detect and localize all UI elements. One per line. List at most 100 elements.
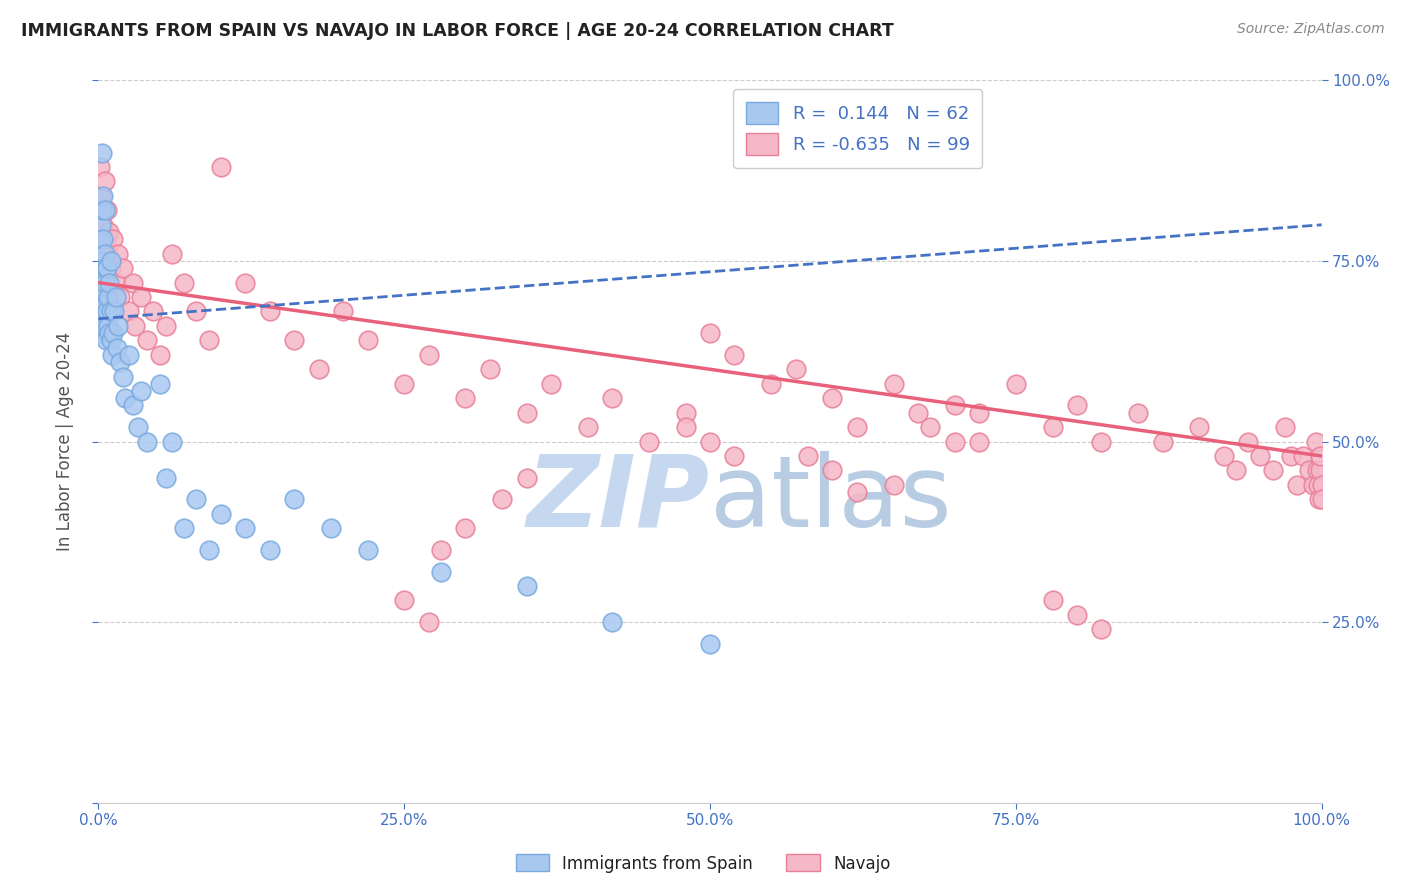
Point: [149, 348, 172, 362]
Point: [93, 318, 115, 333]
Point: [142, 304, 165, 318]
Point: [821, 391, 844, 405]
Point: [723, 348, 745, 362]
Point: [576, 420, 599, 434]
Point: [515, 470, 537, 484]
Point: [94, 297, 117, 311]
Point: [454, 391, 477, 405]
Point: [107, 246, 129, 260]
Point: [96, 304, 118, 318]
Point: [761, 376, 783, 391]
Point: [1308, 492, 1330, 507]
Point: [136, 434, 159, 449]
Point: [418, 615, 440, 630]
Point: [129, 384, 152, 398]
Point: [883, 376, 905, 391]
Point: [283, 334, 305, 348]
Point: [94, 232, 117, 246]
Point: [93, 174, 115, 188]
Point: [136, 334, 159, 348]
Point: [100, 253, 122, 268]
Point: [89, 232, 111, 246]
Point: [920, 420, 942, 434]
Point: [319, 521, 342, 535]
Point: [478, 362, 501, 376]
Point: [110, 290, 132, 304]
Point: [797, 449, 820, 463]
Point: [821, 463, 844, 477]
Point: [90, 326, 112, 340]
Point: [785, 362, 807, 376]
Point: [943, 434, 966, 449]
Point: [1302, 478, 1324, 492]
Point: [121, 276, 143, 290]
Point: [699, 434, 721, 449]
Point: [155, 470, 177, 484]
Point: [430, 565, 453, 579]
Point: [430, 542, 453, 557]
Point: [1279, 449, 1302, 463]
Point: [1066, 607, 1088, 622]
Point: [100, 261, 122, 276]
Text: atlas: atlas: [710, 450, 952, 548]
Point: [93, 276, 115, 290]
Point: [129, 290, 152, 304]
Point: [1306, 463, 1329, 477]
Point: [101, 232, 124, 246]
Point: [883, 478, 905, 492]
Point: [118, 348, 141, 362]
Point: [845, 420, 868, 434]
Point: [111, 369, 134, 384]
Point: [103, 304, 125, 318]
Point: [90, 261, 112, 276]
Point: [160, 434, 183, 449]
Point: [392, 593, 416, 607]
Point: [89, 304, 111, 318]
Point: [1066, 398, 1088, 412]
Point: [173, 521, 195, 535]
Point: [600, 615, 623, 630]
Point: [89, 276, 111, 290]
Point: [93, 203, 115, 218]
Point: [127, 420, 149, 434]
Point: [1309, 449, 1331, 463]
Point: [600, 391, 623, 405]
Point: [91, 203, 114, 218]
Point: [110, 355, 132, 369]
Point: [118, 304, 141, 318]
Point: [1128, 406, 1150, 420]
Point: [637, 434, 661, 449]
Point: [98, 326, 121, 340]
Point: [967, 406, 990, 420]
Point: [111, 261, 134, 276]
Point: [675, 406, 697, 420]
Point: [173, 276, 195, 290]
Point: [186, 492, 208, 507]
Point: [98, 225, 121, 239]
Point: [209, 160, 232, 174]
Point: [91, 253, 114, 268]
Point: [491, 492, 513, 507]
Point: [259, 304, 281, 318]
Point: [699, 326, 721, 340]
Point: [91, 145, 114, 160]
Point: [114, 391, 136, 405]
Point: [233, 276, 256, 290]
Point: [155, 318, 177, 333]
Legend: R =  0.144   N = 62, R = -0.635   N = 99: R = 0.144 N = 62, R = -0.635 N = 99: [733, 89, 983, 168]
Point: [90, 189, 112, 203]
Point: [149, 376, 172, 391]
Point: [283, 492, 305, 507]
Point: [723, 449, 745, 463]
Point: [186, 304, 208, 318]
Point: [91, 189, 114, 203]
Point: [104, 276, 127, 290]
Point: [100, 334, 122, 348]
Point: [94, 334, 117, 348]
Point: [233, 521, 256, 535]
Point: [392, 376, 416, 391]
Point: [1274, 420, 1296, 434]
Point: [91, 218, 114, 232]
Point: [90, 218, 112, 232]
Point: [1298, 463, 1320, 477]
